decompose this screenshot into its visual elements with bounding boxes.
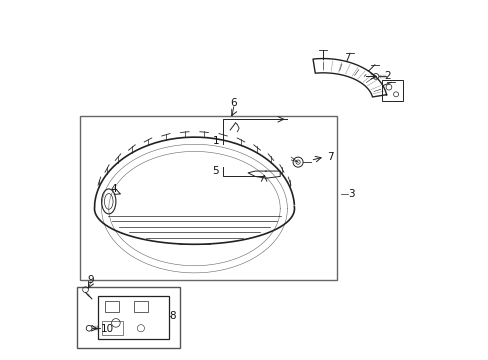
Text: 5: 5 — [212, 166, 219, 176]
Text: 4: 4 — [111, 184, 117, 194]
Text: 3: 3 — [347, 189, 354, 199]
Text: 9: 9 — [87, 275, 94, 285]
Text: 1: 1 — [212, 136, 219, 146]
Text: 7: 7 — [326, 152, 333, 162]
Bar — [98, 296, 169, 339]
Bar — [102, 321, 123, 336]
Text: 8: 8 — [169, 311, 176, 321]
Bar — [77, 287, 180, 348]
Bar — [134, 301, 148, 312]
Bar — [80, 116, 337, 280]
Text: 2: 2 — [383, 71, 390, 81]
Text: 6: 6 — [230, 98, 237, 108]
Text: 10: 10 — [100, 324, 113, 334]
Bar — [105, 301, 119, 312]
